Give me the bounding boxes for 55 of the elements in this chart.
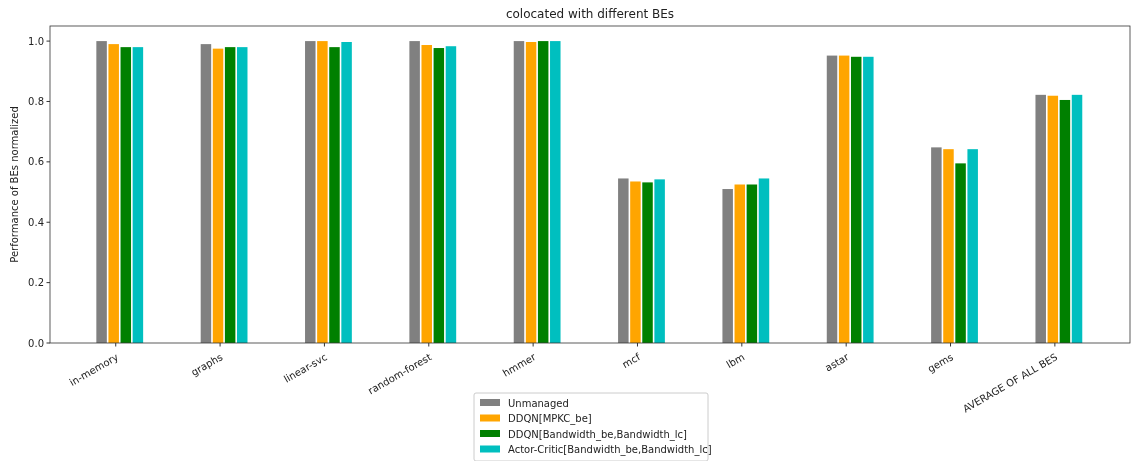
legend-label: Unmanaged (508, 397, 569, 409)
bar (967, 149, 978, 343)
bar (850, 56, 862, 343)
bar (931, 147, 942, 343)
bar (433, 48, 445, 343)
bar (224, 47, 236, 343)
y-tick-label: 0.0 (28, 337, 44, 349)
x-tick-label: astar (823, 350, 852, 374)
chart-title: colocated with different BEs (505, 7, 675, 21)
bar (826, 55, 838, 343)
bar (863, 56, 874, 343)
bar (1035, 94, 1046, 343)
bar (200, 44, 212, 343)
y-tick-label: 0.2 (28, 277, 44, 289)
y-axis-title: Performance of BEs normalized (9, 106, 20, 263)
bar (1047, 95, 1059, 343)
legend-label: Actor-Critic[Bandwidth_be,Bandwidth_lc] (508, 444, 712, 456)
bar (722, 189, 733, 343)
y-tick-label: 1.0 (28, 35, 44, 47)
bar (642, 182, 653, 343)
bar (341, 42, 352, 343)
bar (409, 41, 420, 343)
x-tick-label: lbm (724, 351, 747, 371)
bar (120, 47, 132, 343)
bar (212, 48, 224, 343)
legend-label: DDQN[MPKC_be] (508, 413, 592, 425)
y-tick-label: 0.6 (28, 156, 44, 168)
bar (1059, 99, 1071, 343)
bar (305, 41, 316, 343)
bar (132, 47, 144, 343)
bar (758, 178, 770, 343)
x-tick-label: mcf (620, 351, 643, 371)
bar (955, 163, 966, 343)
bar (537, 41, 549, 343)
y-tick-label: 0.4 (28, 216, 44, 228)
bar (1071, 94, 1083, 343)
bar (943, 149, 954, 343)
bar (654, 179, 665, 343)
bar (96, 41, 107, 343)
bar (746, 184, 758, 343)
bar (236, 47, 248, 343)
bar (618, 178, 629, 343)
bar (838, 55, 850, 343)
bar (445, 46, 457, 343)
bar (317, 41, 328, 343)
bar (734, 184, 746, 343)
bar (630, 181, 641, 343)
bar (108, 44, 119, 343)
bar (513, 41, 525, 343)
bar (550, 41, 561, 343)
bar (525, 42, 537, 343)
legend-label: DDQN[Bandwidth_be,Bandwidth_lc] (508, 428, 688, 441)
bar (421, 45, 432, 343)
bar (329, 47, 340, 343)
y-tick-label: 0.8 (28, 95, 44, 107)
